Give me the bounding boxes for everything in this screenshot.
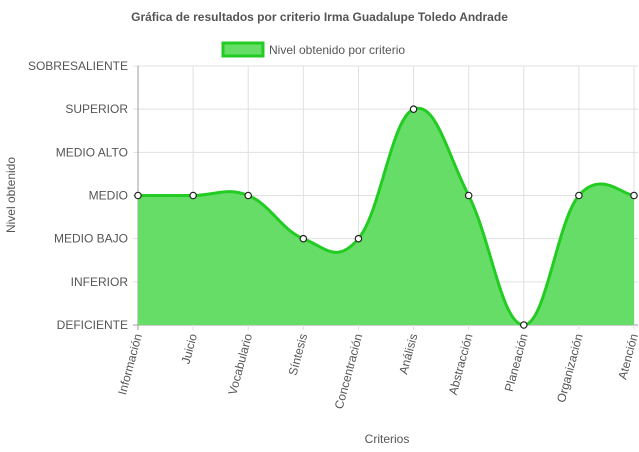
data-point[interactable] <box>464 191 473 200</box>
x-tick-label: Análisis <box>396 332 420 376</box>
x-tick-label: Juicio <box>179 332 201 366</box>
y-tick-label: INFERIOR <box>71 275 129 289</box>
legend[interactable]: Nivel obtenido por criterio <box>221 41 405 58</box>
x-tick-label: Abstracción <box>446 332 476 396</box>
x-tick-label: Información <box>115 332 145 396</box>
data-point[interactable] <box>409 105 418 113</box>
data-point[interactable] <box>299 234 308 243</box>
data-point[interactable] <box>519 321 528 329</box>
data-point[interactable] <box>134 191 142 200</box>
y-tick-label: DEFICIENTE <box>57 318 128 332</box>
series-area <box>138 106 635 327</box>
x-tick-label: Planeación <box>502 332 531 393</box>
x-tick-label: Organización <box>554 332 586 404</box>
y-tick-label: SOBRESALIENTE <box>28 59 128 73</box>
y-tick-label: MEDIO BAJO <box>54 232 128 246</box>
y-tick-label: MEDIO ALTO <box>56 145 128 159</box>
x-tick-label: Atención <box>615 332 639 381</box>
data-points <box>134 105 638 329</box>
data-point[interactable] <box>354 234 363 243</box>
legend-label: Nivel obtenido por criterio <box>269 43 405 57</box>
y-tick-label: SUPERIOR <box>65 102 128 116</box>
legend-swatch <box>221 41 265 58</box>
x-tick-labels: Información Juicio Vocabulario Síntesis Conc… <box>115 332 639 411</box>
data-point[interactable] <box>575 191 583 200</box>
data-point[interactable] <box>189 191 197 200</box>
series-area-fill <box>138 108 634 325</box>
y-axis-title: Nivel obtenido <box>4 157 18 233</box>
y-tick-labels: DEFICIENTE INFERIOR MEDIO BAJO MEDIO MEDIO A… <box>28 59 128 332</box>
x-tick-label: Vocabulario <box>225 332 255 397</box>
y-tick-label: MEDIO <box>89 189 128 203</box>
chart-title: Gráfica de resultados por criterio Irma … <box>131 10 508 24</box>
x-axis-title: Criterios <box>365 432 410 446</box>
x-tick-label: Concentración <box>332 332 366 410</box>
x-tick-label: Síntesis <box>286 332 311 377</box>
data-point[interactable] <box>630 191 638 200</box>
data-point[interactable] <box>244 191 253 200</box>
